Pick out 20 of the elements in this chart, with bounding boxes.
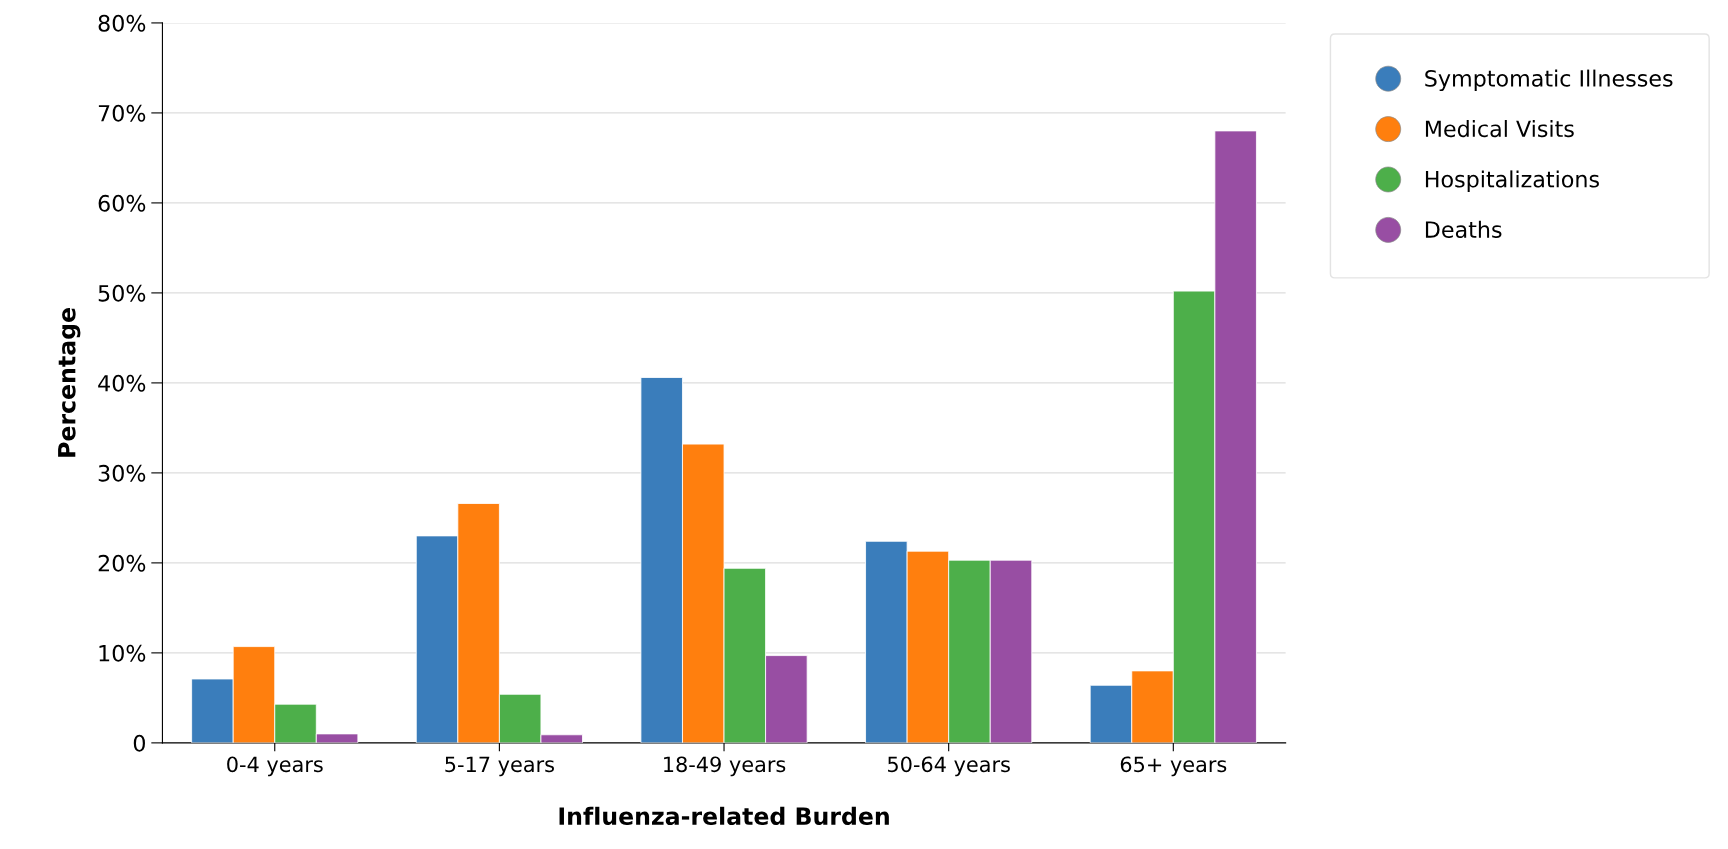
y-axis-title: Percentage bbox=[58, 308, 81, 457]
legend-label: Deaths bbox=[1425, 220, 1502, 238]
y-tick-label: 60% bbox=[98, 194, 146, 212]
y-tick-label: 70% bbox=[98, 104, 146, 122]
y-tick-label: 30% bbox=[98, 464, 146, 482]
x-tick-label: 18-49 years bbox=[664, 756, 786, 777]
x-tick-label: 65+ years bbox=[1120, 756, 1227, 777]
x-tick-label: 5-17 years bbox=[445, 756, 554, 777]
x-tick-label: 0-4 years bbox=[227, 756, 323, 777]
y-tick-label: 50% bbox=[98, 284, 146, 302]
y-tick-label: 40% bbox=[98, 374, 146, 392]
y-tick-label: 10% bbox=[99, 644, 146, 662]
x-axis-title: Influenza-related Burden bbox=[559, 806, 889, 826]
legend-label: Medical Visits bbox=[1425, 119, 1574, 138]
x-tick-label: 50-64 years bbox=[888, 756, 1010, 777]
legend-label: Symptomatic Illnesses bbox=[1425, 69, 1673, 92]
y-tick-label: 80% bbox=[98, 14, 146, 32]
y-tick-label: 0 bbox=[133, 734, 145, 752]
legend-label: Hospitalizations bbox=[1425, 170, 1599, 192]
y-tick-label: 20% bbox=[98, 554, 146, 572]
